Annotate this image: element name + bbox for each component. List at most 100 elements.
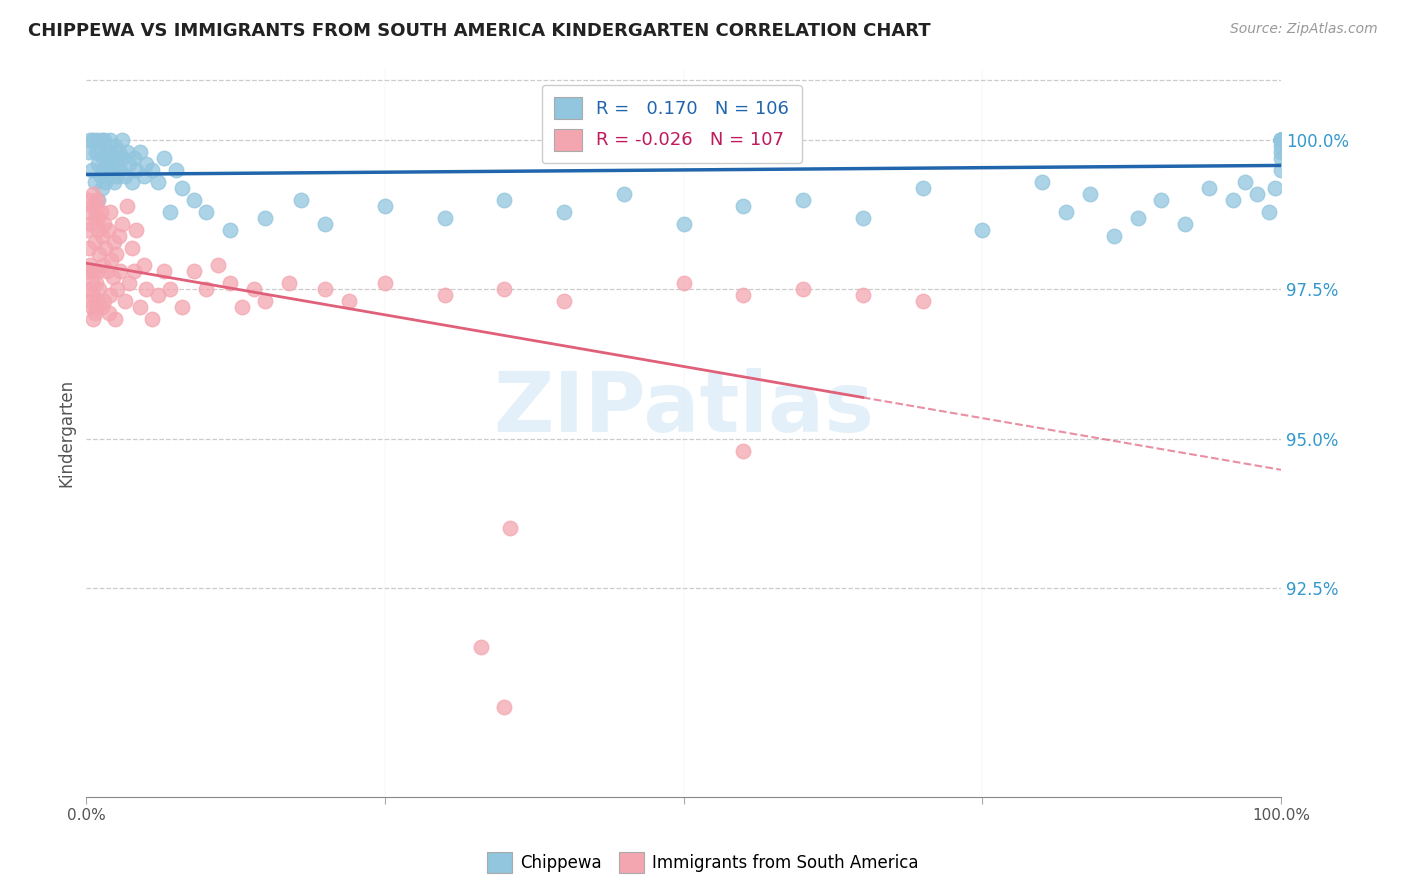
Point xyxy=(1270,139,1292,153)
Point xyxy=(111,133,134,147)
Point xyxy=(1270,133,1292,147)
Point xyxy=(98,204,121,219)
Point xyxy=(141,163,163,178)
Point xyxy=(98,288,121,302)
Point xyxy=(972,222,994,236)
Point xyxy=(96,145,118,159)
Point xyxy=(94,175,117,189)
Point xyxy=(1270,151,1292,165)
Point xyxy=(733,199,755,213)
Point xyxy=(111,217,134,231)
Point xyxy=(254,211,277,225)
Point xyxy=(231,300,253,314)
Point xyxy=(194,282,217,296)
Point xyxy=(852,288,875,302)
Text: CHIPPEWA VS IMMIGRANTS FROM SOUTH AMERICA KINDERGARTEN CORRELATION CHART: CHIPPEWA VS IMMIGRANTS FROM SOUTH AMERIC… xyxy=(28,22,931,40)
Point xyxy=(93,163,115,178)
Point xyxy=(90,133,112,147)
Point xyxy=(84,145,107,159)
Point xyxy=(159,204,181,219)
Point xyxy=(1270,133,1292,147)
Point xyxy=(108,264,131,278)
Point xyxy=(1222,193,1244,207)
Point xyxy=(314,282,336,296)
Point xyxy=(1270,133,1292,147)
Text: Source: ZipAtlas.com: Source: ZipAtlas.com xyxy=(1230,22,1378,37)
Point xyxy=(1270,133,1292,147)
Point xyxy=(1270,133,1292,147)
Point xyxy=(108,163,131,178)
Point xyxy=(82,199,104,213)
Point xyxy=(87,193,110,207)
Point xyxy=(146,175,169,189)
Point xyxy=(672,217,695,231)
Point xyxy=(107,228,129,243)
Point xyxy=(129,300,152,314)
Point xyxy=(278,277,301,291)
Point xyxy=(87,211,110,225)
Point xyxy=(121,175,143,189)
Point xyxy=(94,241,117,255)
Point xyxy=(1270,133,1292,147)
Point xyxy=(121,241,143,255)
Point xyxy=(494,282,516,296)
Legend: R =   0.170   N = 106, R = -0.026   N = 107: R = 0.170 N = 106, R = -0.026 N = 107 xyxy=(541,85,801,163)
Point xyxy=(98,133,121,147)
Point xyxy=(314,217,336,231)
Point xyxy=(733,443,755,458)
Point xyxy=(1102,228,1125,243)
Point xyxy=(146,288,169,302)
Point xyxy=(86,222,108,236)
Point xyxy=(1270,133,1292,147)
Point xyxy=(77,145,100,159)
Point xyxy=(911,181,934,195)
Point xyxy=(183,264,205,278)
Point xyxy=(183,193,205,207)
Point xyxy=(290,193,312,207)
Point xyxy=(115,199,138,213)
Point xyxy=(1174,217,1197,231)
Point xyxy=(129,145,152,159)
Point xyxy=(135,282,157,296)
Point xyxy=(337,294,360,309)
Point xyxy=(672,277,695,291)
Point xyxy=(82,288,104,302)
Point xyxy=(79,294,101,309)
Point xyxy=(111,151,134,165)
Point xyxy=(1246,186,1268,201)
Point xyxy=(374,199,396,213)
Point xyxy=(122,264,145,278)
Point xyxy=(207,259,229,273)
Point xyxy=(1270,133,1292,147)
Point xyxy=(553,204,575,219)
Point xyxy=(90,204,112,219)
Point xyxy=(433,211,456,225)
Point xyxy=(80,300,103,314)
Point xyxy=(1270,133,1292,147)
Point xyxy=(1031,175,1053,189)
Point xyxy=(115,145,138,159)
Point xyxy=(194,204,217,219)
Point xyxy=(1270,133,1292,147)
Point xyxy=(218,277,240,291)
Point xyxy=(1126,211,1149,225)
Point xyxy=(125,222,148,236)
Point xyxy=(98,145,121,159)
Point xyxy=(93,217,115,231)
Point xyxy=(1198,181,1220,195)
Point xyxy=(1078,186,1101,201)
Point xyxy=(1270,133,1292,147)
Point xyxy=(86,294,108,309)
Point xyxy=(114,169,136,183)
Point xyxy=(792,282,814,296)
Point xyxy=(135,157,157,171)
Point xyxy=(82,133,104,147)
Point xyxy=(97,222,120,236)
Point xyxy=(852,211,875,225)
Point xyxy=(1270,133,1292,147)
Point xyxy=(77,241,100,255)
Point xyxy=(1234,175,1257,189)
Point xyxy=(83,175,105,189)
Point xyxy=(1270,133,1292,147)
Point xyxy=(80,264,103,278)
